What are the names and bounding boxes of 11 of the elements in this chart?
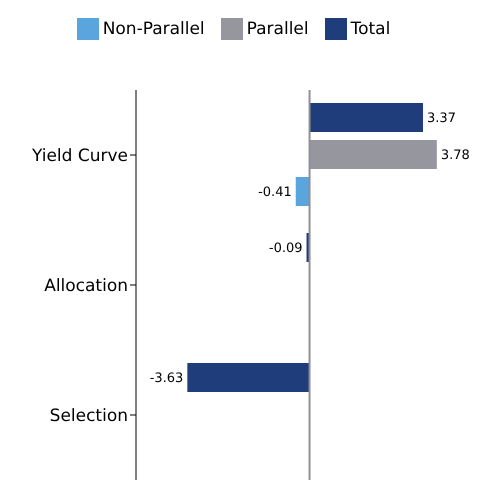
data-label: 3.37 (427, 111, 456, 126)
data-label: -0.41 (258, 185, 292, 200)
legend-label: Total (350, 18, 390, 39)
y-tick-label: Allocation (44, 276, 128, 296)
legend-label: Non-Parallel (102, 18, 205, 39)
y-tick-label: Yield Curve (30, 146, 128, 166)
data-label: 3.78 (440, 148, 470, 164)
data-label: -3.63 (150, 371, 184, 386)
legend-label: Parallel (246, 18, 309, 39)
y-tick-label: Selection (50, 406, 128, 426)
data-label: -0.09 (268, 241, 303, 256)
